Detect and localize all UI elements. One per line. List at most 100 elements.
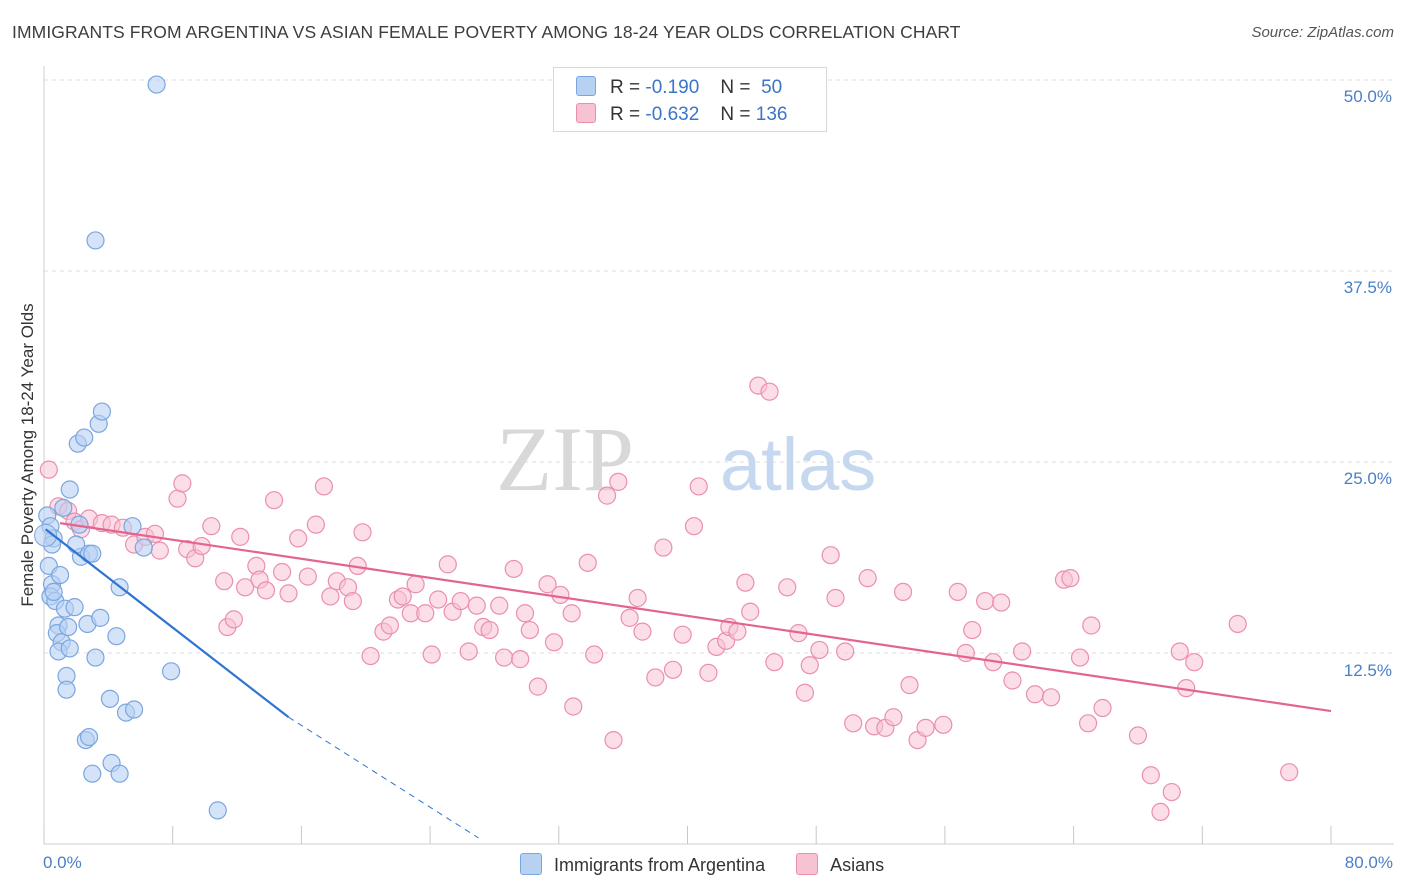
watermark-atlas: atlas: [720, 423, 876, 506]
n-value: 136: [755, 104, 788, 125]
asians-point: [380, 616, 399, 635]
asians-point: [504, 559, 523, 579]
asians-point: [646, 668, 665, 687]
asians-point: [490, 596, 509, 615]
asians-point: [562, 604, 581, 623]
asians-point: [544, 633, 564, 652]
asians-point: [1041, 688, 1061, 707]
asians-point: [1061, 569, 1080, 588]
asians-point: [451, 591, 470, 611]
asians-point: [224, 610, 243, 629]
argentina-point: [60, 480, 79, 499]
asians-point: [1070, 648, 1090, 667]
asians-point: [264, 491, 284, 510]
asians-point: [934, 715, 953, 734]
asians-point: [1185, 653, 1204, 672]
gridlines: [44, 79, 1394, 654]
argentina-point: [65, 598, 84, 617]
argentina-point: [54, 498, 73, 517]
asians-point: [1162, 782, 1181, 802]
asians-point: [620, 608, 639, 627]
asians-point: [459, 642, 478, 661]
asians-trend-line: [59, 522, 1332, 713]
argentina-point: [50, 565, 70, 585]
asians-point: [231, 527, 250, 546]
argentina-point: [57, 680, 76, 699]
asians-points: [39, 376, 1299, 822]
asians-point: [948, 582, 967, 601]
argentina-point: [147, 75, 166, 94]
asians-point: [272, 562, 292, 582]
asians-point: [900, 675, 919, 695]
r-value: -0.190: [645, 77, 700, 98]
asians-point: [1141, 766, 1160, 785]
y-tick-label: 12.5%: [1343, 661, 1392, 680]
asians-point: [1170, 642, 1189, 661]
source-label: Source: ZipAtlas.com: [1251, 24, 1394, 41]
argentina-points: [34, 75, 227, 820]
asians-point: [578, 553, 597, 572]
argentina-point: [161, 662, 181, 681]
argentina-point: [86, 231, 105, 250]
asians-point: [480, 620, 499, 640]
series-legend: Immigrants from Argentina Asians: [520, 853, 910, 876]
asians-point: [689, 477, 708, 496]
asians-point: [736, 573, 755, 592]
asians-point: [673, 625, 692, 644]
legend-row-asians: R = -0.632 N = 136: [576, 103, 787, 127]
argentina-point: [60, 639, 79, 658]
asians-point: [173, 474, 192, 493]
asians-point: [343, 591, 362, 611]
asians-point: [429, 590, 448, 609]
asians-point: [795, 683, 815, 702]
asians-point: [551, 585, 570, 605]
asians-point: [1082, 616, 1101, 635]
asians-point: [353, 523, 372, 542]
asians-point: [778, 578, 797, 597]
asians-point: [893, 582, 913, 601]
asians-point: [306, 515, 325, 534]
asians-point: [654, 538, 673, 557]
asians-point: [1280, 763, 1299, 782]
asians-point: [1093, 698, 1112, 718]
asians-point: [1228, 614, 1247, 634]
asians-point: [321, 587, 340, 606]
asians-point: [810, 640, 829, 660]
asians-point: [884, 708, 903, 727]
asians-point: [765, 653, 784, 672]
asians-point: [1151, 802, 1170, 822]
asians-point: [235, 578, 255, 597]
asians-point: [1025, 685, 1045, 704]
asians-point: [150, 541, 169, 560]
asians-point: [585, 645, 604, 664]
asians-point: [728, 622, 747, 641]
asians-point: [361, 646, 380, 666]
argentina-point: [59, 617, 78, 637]
argentina-point: [124, 700, 144, 719]
asians-point: [836, 642, 855, 661]
asians-point: [279, 584, 298, 603]
axes: [43, 66, 1394, 845]
argentina-point: [34, 523, 58, 547]
argentina-point: [44, 582, 63, 601]
argentina-point: [100, 689, 120, 708]
blue-swatch: [576, 76, 596, 96]
argentina-point: [208, 801, 227, 820]
asians-point: [467, 596, 486, 615]
argentina-point: [110, 764, 129, 783]
y-tick-label: 37.5%: [1343, 278, 1392, 297]
asians-point: [760, 382, 779, 401]
legend-row-argentina: R = -0.190 N = 50: [576, 76, 782, 100]
asians-point: [168, 489, 187, 508]
asians-point: [314, 477, 334, 496]
asians-point: [515, 604, 535, 623]
asians-point: [633, 622, 652, 641]
argentina-point: [79, 727, 99, 747]
pink-swatch: [576, 103, 596, 123]
argentina-point: [92, 402, 112, 421]
blue-swatch: [520, 853, 542, 875]
asians-point: [699, 663, 718, 682]
trend-lines: [44, 522, 1332, 839]
x-tick-label: 80.0%: [1344, 853, 1393, 872]
